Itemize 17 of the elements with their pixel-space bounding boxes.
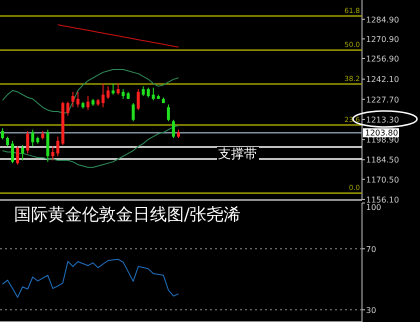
y-tick-label: 1184.50: [366, 156, 400, 165]
y-tick-label: 1170.50: [366, 175, 400, 184]
y-tick-label: 1227.70: [366, 95, 400, 104]
y-tick-label: 1256.90: [366, 54, 400, 64]
annotation: 国际黄金伦敦金日线图/张尧浠: [14, 205, 241, 225]
y-tick-label: 1242.10: [366, 75, 400, 84]
y-tick-label: 1270.90: [366, 34, 400, 44]
y-tick-label: 100: [366, 203, 382, 212]
y-tick-label: 30: [366, 306, 376, 315]
ref-line-label: 1203.80: [365, 128, 398, 138]
y-tick-label: 1284.90: [366, 15, 400, 24]
y-tick-label: 1156.10: [366, 195, 400, 204]
line-series: [2, 69, 179, 114]
y-tick-label: 1213.30: [366, 115, 400, 124]
line-series: [57, 24, 179, 48]
annotation: 支撑带: [218, 147, 257, 162]
y-tick-label: 70: [366, 244, 376, 254]
